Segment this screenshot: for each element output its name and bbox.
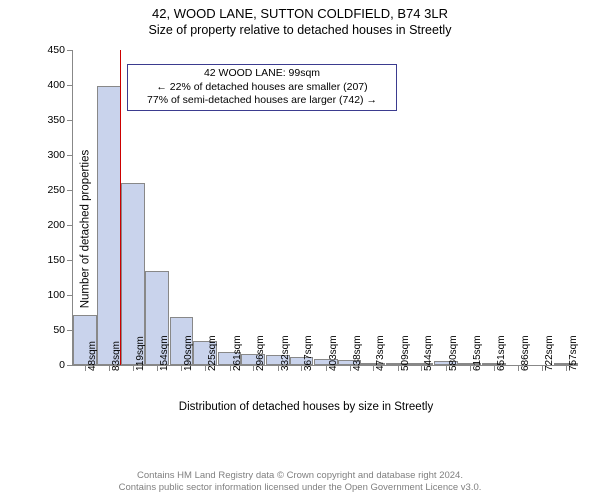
chart-plot-area: 05010015020025030035040045048sqm83sqm119… xyxy=(72,50,578,366)
footer-line-1: Contains HM Land Registry data © Crown c… xyxy=(0,470,600,482)
y-tick-label: 300 xyxy=(47,149,73,161)
chart-annotation-box: 42 WOOD LANE: 99sqm ← 22% of detached ho… xyxy=(127,64,397,111)
x-tick-label: 757sqm xyxy=(568,333,579,371)
x-tick-label: 332sqm xyxy=(280,333,291,371)
x-tick xyxy=(542,365,543,371)
y-tick-label: 50 xyxy=(53,324,73,336)
x-tick xyxy=(157,365,158,371)
y-tick-label: 100 xyxy=(47,289,73,301)
x-tick xyxy=(230,365,231,371)
x-tick-label: 686sqm xyxy=(520,333,531,371)
footer-attribution: Contains HM Land Registry data © Crown c… xyxy=(0,470,600,494)
x-tick xyxy=(350,365,351,371)
x-tick xyxy=(398,365,399,371)
x-tick xyxy=(470,365,471,371)
x-tick-label: 296sqm xyxy=(255,333,266,371)
x-tick-label: 154sqm xyxy=(159,333,170,371)
x-tick xyxy=(446,365,447,371)
x-tick-label: 580sqm xyxy=(448,333,459,371)
x-tick-label: 651sqm xyxy=(496,333,507,371)
y-tick-label: 450 xyxy=(47,44,73,56)
x-tick xyxy=(518,365,519,371)
x-tick-label: 261sqm xyxy=(232,333,243,371)
x-tick-label: 473sqm xyxy=(375,333,386,371)
y-tick-label: 200 xyxy=(47,219,73,231)
x-tick-label: 438sqm xyxy=(352,333,363,371)
footer-line-2: Contains public sector information licen… xyxy=(0,482,600,494)
x-axis-label: Distribution of detached houses by size … xyxy=(28,401,584,413)
x-tick-label: 403sqm xyxy=(328,333,339,371)
y-tick-label: 150 xyxy=(47,254,73,266)
x-tick-label: 615sqm xyxy=(472,333,483,371)
marker-line xyxy=(120,50,121,365)
y-tick-label: 400 xyxy=(47,79,73,91)
x-tick-label: 367sqm xyxy=(303,333,314,371)
x-tick xyxy=(566,365,567,371)
chart-bar xyxy=(97,86,121,365)
page-title-address: 42, WOOD LANE, SUTTON COLDFIELD, B74 3LR xyxy=(0,0,600,21)
x-tick xyxy=(278,365,279,371)
x-tick-label: 509sqm xyxy=(400,333,411,371)
x-tick-label: 722sqm xyxy=(544,333,555,371)
chart-container: Number of detached properties 0501001502… xyxy=(28,42,584,416)
y-tick-label: 250 xyxy=(47,184,73,196)
x-tick xyxy=(326,365,327,371)
annotation-line-1: 42 WOOD LANE: 99sqm xyxy=(134,67,390,81)
y-tick-label: 350 xyxy=(47,114,73,126)
x-tick xyxy=(109,365,110,371)
annotation-line-2: ← 22% of detached houses are smaller (20… xyxy=(134,81,390,95)
x-tick-label: 225sqm xyxy=(207,333,218,371)
y-tick-label: 0 xyxy=(59,359,73,371)
x-tick xyxy=(494,365,495,371)
x-tick-label: 544sqm xyxy=(423,333,434,371)
annotation-line-3: 77% of semi-detached houses are larger (… xyxy=(134,94,390,108)
page-subtitle: Size of property relative to detached ho… xyxy=(0,21,600,41)
